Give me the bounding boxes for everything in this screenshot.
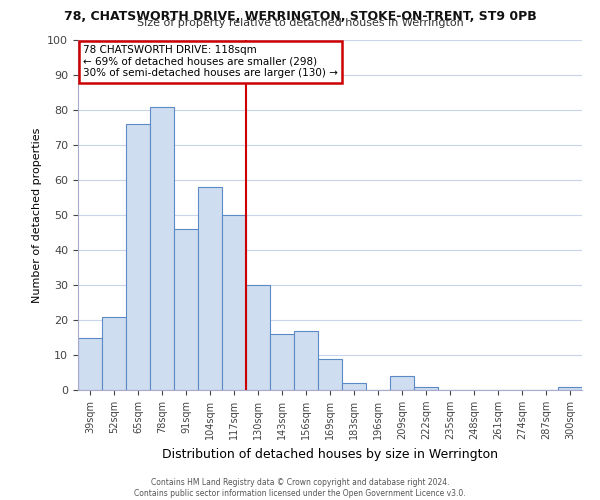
Bar (246, 285, 270, 390)
Bar (558, 386, 582, 390)
Text: Size of property relative to detached houses in Werrington: Size of property relative to detached ho… (137, 18, 463, 28)
Bar (150, 106, 174, 390)
Bar (294, 330, 318, 390)
Bar (390, 376, 414, 390)
Bar (102, 316, 126, 390)
Bar (198, 187, 222, 390)
Bar (318, 358, 342, 390)
Bar (342, 383, 366, 390)
Text: Contains HM Land Registry data © Crown copyright and database right 2024.
Contai: Contains HM Land Registry data © Crown c… (134, 478, 466, 498)
Bar (126, 124, 150, 390)
Bar (222, 215, 246, 390)
Bar (78, 338, 102, 390)
Bar (174, 229, 198, 390)
Bar (270, 334, 294, 390)
Text: 78 CHATSWORTH DRIVE: 118sqm
← 69% of detached houses are smaller (298)
30% of se: 78 CHATSWORTH DRIVE: 118sqm ← 69% of det… (83, 46, 338, 78)
X-axis label: Distribution of detached houses by size in Werrington: Distribution of detached houses by size … (162, 448, 498, 460)
Text: 78, CHATSWORTH DRIVE, WERRINGTON, STOKE-ON-TRENT, ST9 0PB: 78, CHATSWORTH DRIVE, WERRINGTON, STOKE-… (64, 10, 536, 23)
Y-axis label: Number of detached properties: Number of detached properties (32, 128, 42, 302)
Bar (414, 386, 438, 390)
